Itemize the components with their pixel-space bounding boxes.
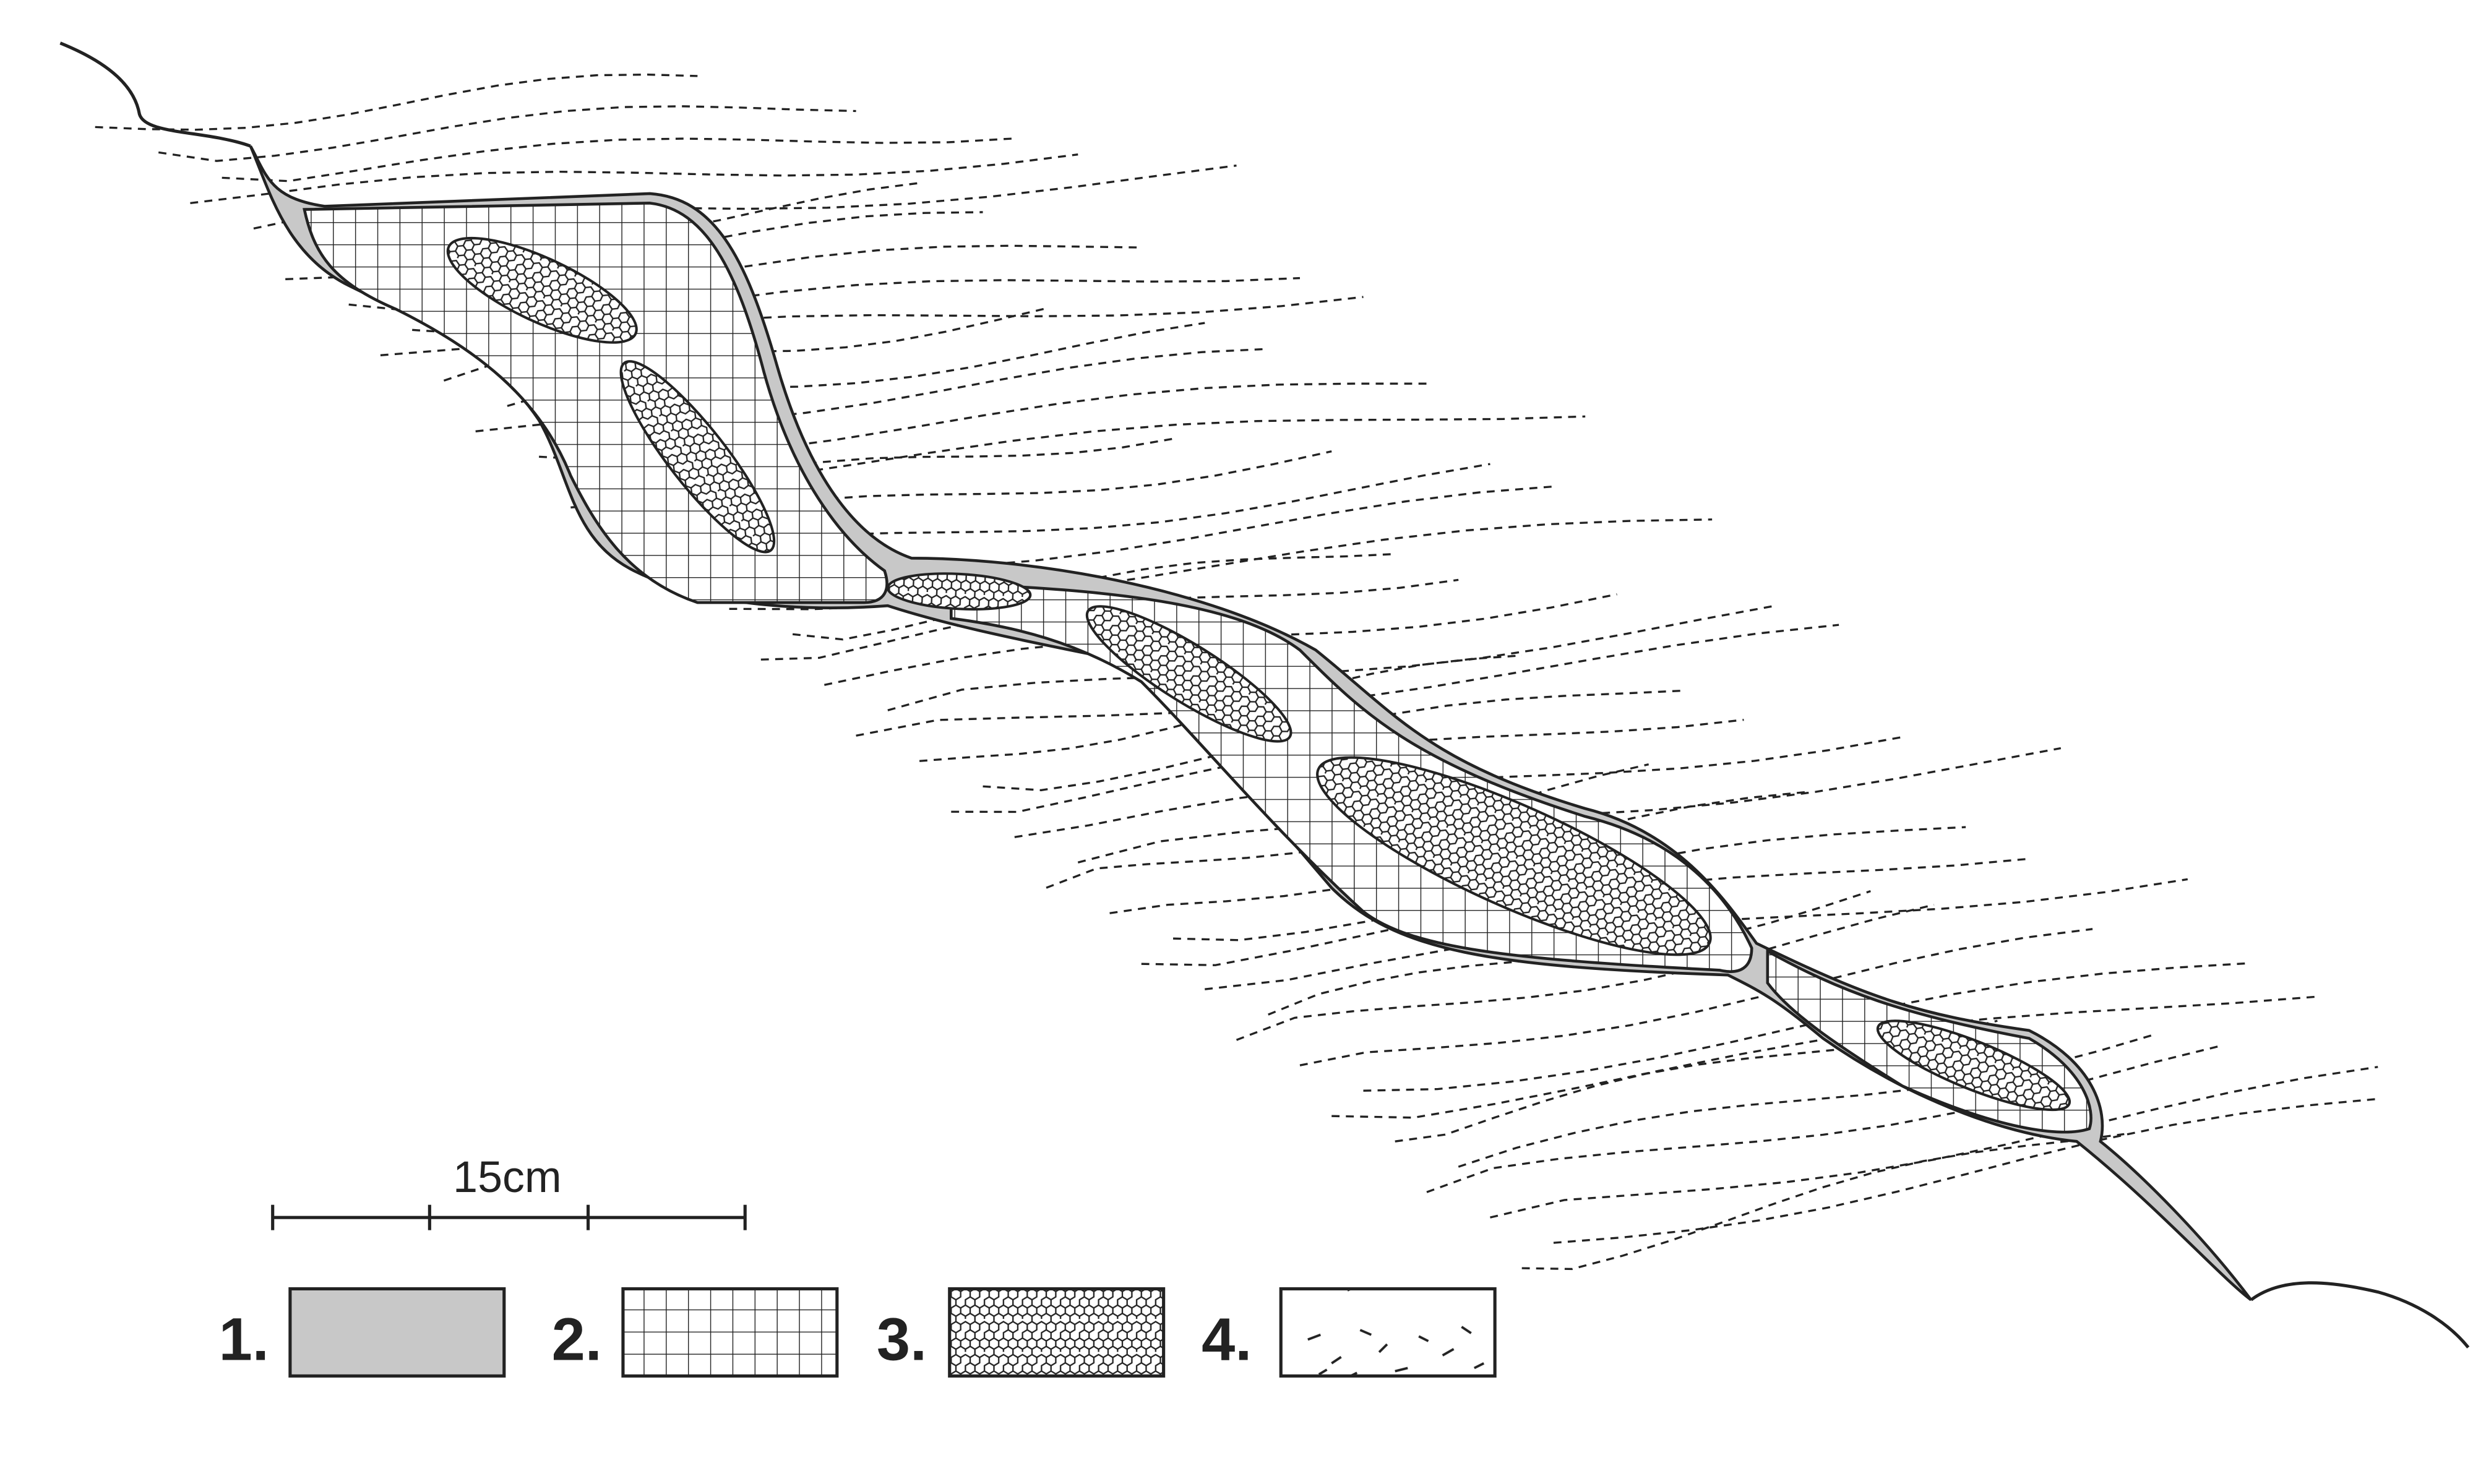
lens xyxy=(446,236,638,344)
foliation-line xyxy=(1268,890,1871,1016)
foliation-line xyxy=(983,690,1680,792)
foliation-line xyxy=(221,137,1015,182)
legend-swatch xyxy=(1279,1287,1497,1378)
lens xyxy=(1876,1019,2071,1112)
legend-swatch xyxy=(948,1287,1166,1378)
foliation-line xyxy=(1236,904,1935,1041)
lens xyxy=(619,360,776,554)
legend-swatch xyxy=(288,1287,506,1378)
legend-label: 3. xyxy=(877,1306,927,1373)
fracture-trace xyxy=(2250,1281,2470,1349)
legend-label: 1. xyxy=(219,1306,269,1373)
lens xyxy=(1085,605,1292,743)
foliation-line xyxy=(760,578,1459,661)
foliation-line xyxy=(792,552,1395,641)
scale-label: 15cm xyxy=(453,1152,561,1202)
foliation-line xyxy=(95,73,698,131)
foliation-line xyxy=(1109,791,1808,914)
legend-swatch xyxy=(621,1287,839,1378)
lens xyxy=(1316,756,1712,956)
foliation-line xyxy=(1521,1133,2125,1271)
foliation-line xyxy=(1299,928,2093,1066)
scale-bar xyxy=(271,1204,747,1230)
foliation-line xyxy=(190,153,1078,205)
foliation-line xyxy=(158,105,856,162)
legend-label: 4. xyxy=(1202,1306,1252,1373)
legend: 1. 2. 3. 4. xyxy=(219,1287,1497,1378)
lens xyxy=(886,572,1032,611)
foliation-line xyxy=(1553,1097,2378,1244)
lens-group xyxy=(446,236,2071,1112)
fracture-trace xyxy=(59,41,251,148)
foliation-line xyxy=(1141,857,2029,966)
vein-infill xyxy=(303,202,888,604)
foliation-line xyxy=(1331,995,2315,1119)
legend-label: 2. xyxy=(552,1306,602,1373)
